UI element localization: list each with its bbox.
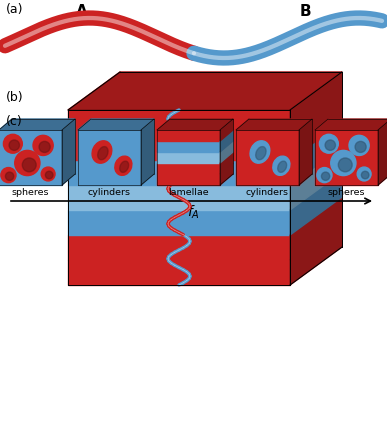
Polygon shape [220,119,233,141]
Circle shape [355,141,366,152]
Text: $f_\mathregular{A}$: $f_\mathregular{A}$ [187,204,199,221]
Polygon shape [220,152,233,174]
Circle shape [361,171,369,179]
Text: (b): (b) [6,91,24,104]
Text: cylinders: cylinders [246,188,289,197]
Circle shape [338,158,352,172]
Polygon shape [220,163,233,185]
Text: spheres: spheres [12,188,49,197]
Polygon shape [68,210,290,235]
Polygon shape [78,119,154,130]
Circle shape [331,150,356,176]
Polygon shape [157,174,220,185]
Polygon shape [157,163,220,174]
Text: (c): (c) [6,115,23,128]
Polygon shape [378,119,387,185]
Polygon shape [68,72,342,110]
Polygon shape [141,119,154,185]
Polygon shape [315,119,387,130]
Ellipse shape [120,161,128,172]
Circle shape [319,134,338,153]
Circle shape [33,136,53,155]
Text: lamellae: lamellae [168,188,209,197]
Polygon shape [157,141,220,152]
Polygon shape [290,197,342,260]
Polygon shape [68,72,342,110]
Ellipse shape [273,156,290,175]
Circle shape [322,172,330,181]
Polygon shape [299,119,312,185]
Ellipse shape [250,141,270,163]
Polygon shape [290,97,342,160]
Circle shape [15,150,40,176]
Ellipse shape [278,161,287,172]
Circle shape [1,168,16,183]
Ellipse shape [256,146,266,160]
Polygon shape [220,141,233,163]
Circle shape [349,136,369,155]
Polygon shape [315,130,378,185]
Polygon shape [68,185,290,210]
Polygon shape [0,130,62,185]
Polygon shape [68,235,290,260]
Circle shape [3,134,22,153]
Polygon shape [290,72,342,135]
Text: (a): (a) [6,3,24,16]
Circle shape [357,167,371,181]
Polygon shape [62,119,75,185]
Circle shape [317,168,332,183]
Text: cylinders: cylinders [88,188,131,197]
Ellipse shape [115,156,132,175]
Polygon shape [157,152,220,163]
Polygon shape [78,130,141,185]
Polygon shape [0,119,75,130]
Polygon shape [290,122,342,185]
Circle shape [9,140,19,150]
Polygon shape [68,110,290,135]
Polygon shape [290,222,342,285]
Circle shape [325,140,336,150]
Polygon shape [68,160,290,185]
Circle shape [39,141,50,152]
Text: A: A [76,3,88,19]
Circle shape [5,172,14,181]
Polygon shape [290,172,342,235]
Polygon shape [220,130,233,152]
Text: B: B [299,3,311,19]
Polygon shape [68,135,290,160]
Ellipse shape [98,146,108,160]
Polygon shape [68,260,290,285]
Polygon shape [236,119,312,130]
Circle shape [45,171,53,179]
Ellipse shape [92,141,112,163]
Text: spheres: spheres [328,188,365,197]
Polygon shape [157,130,220,141]
Circle shape [41,167,55,181]
Polygon shape [290,147,342,210]
Circle shape [22,158,36,172]
Polygon shape [157,119,233,130]
Polygon shape [236,130,299,185]
